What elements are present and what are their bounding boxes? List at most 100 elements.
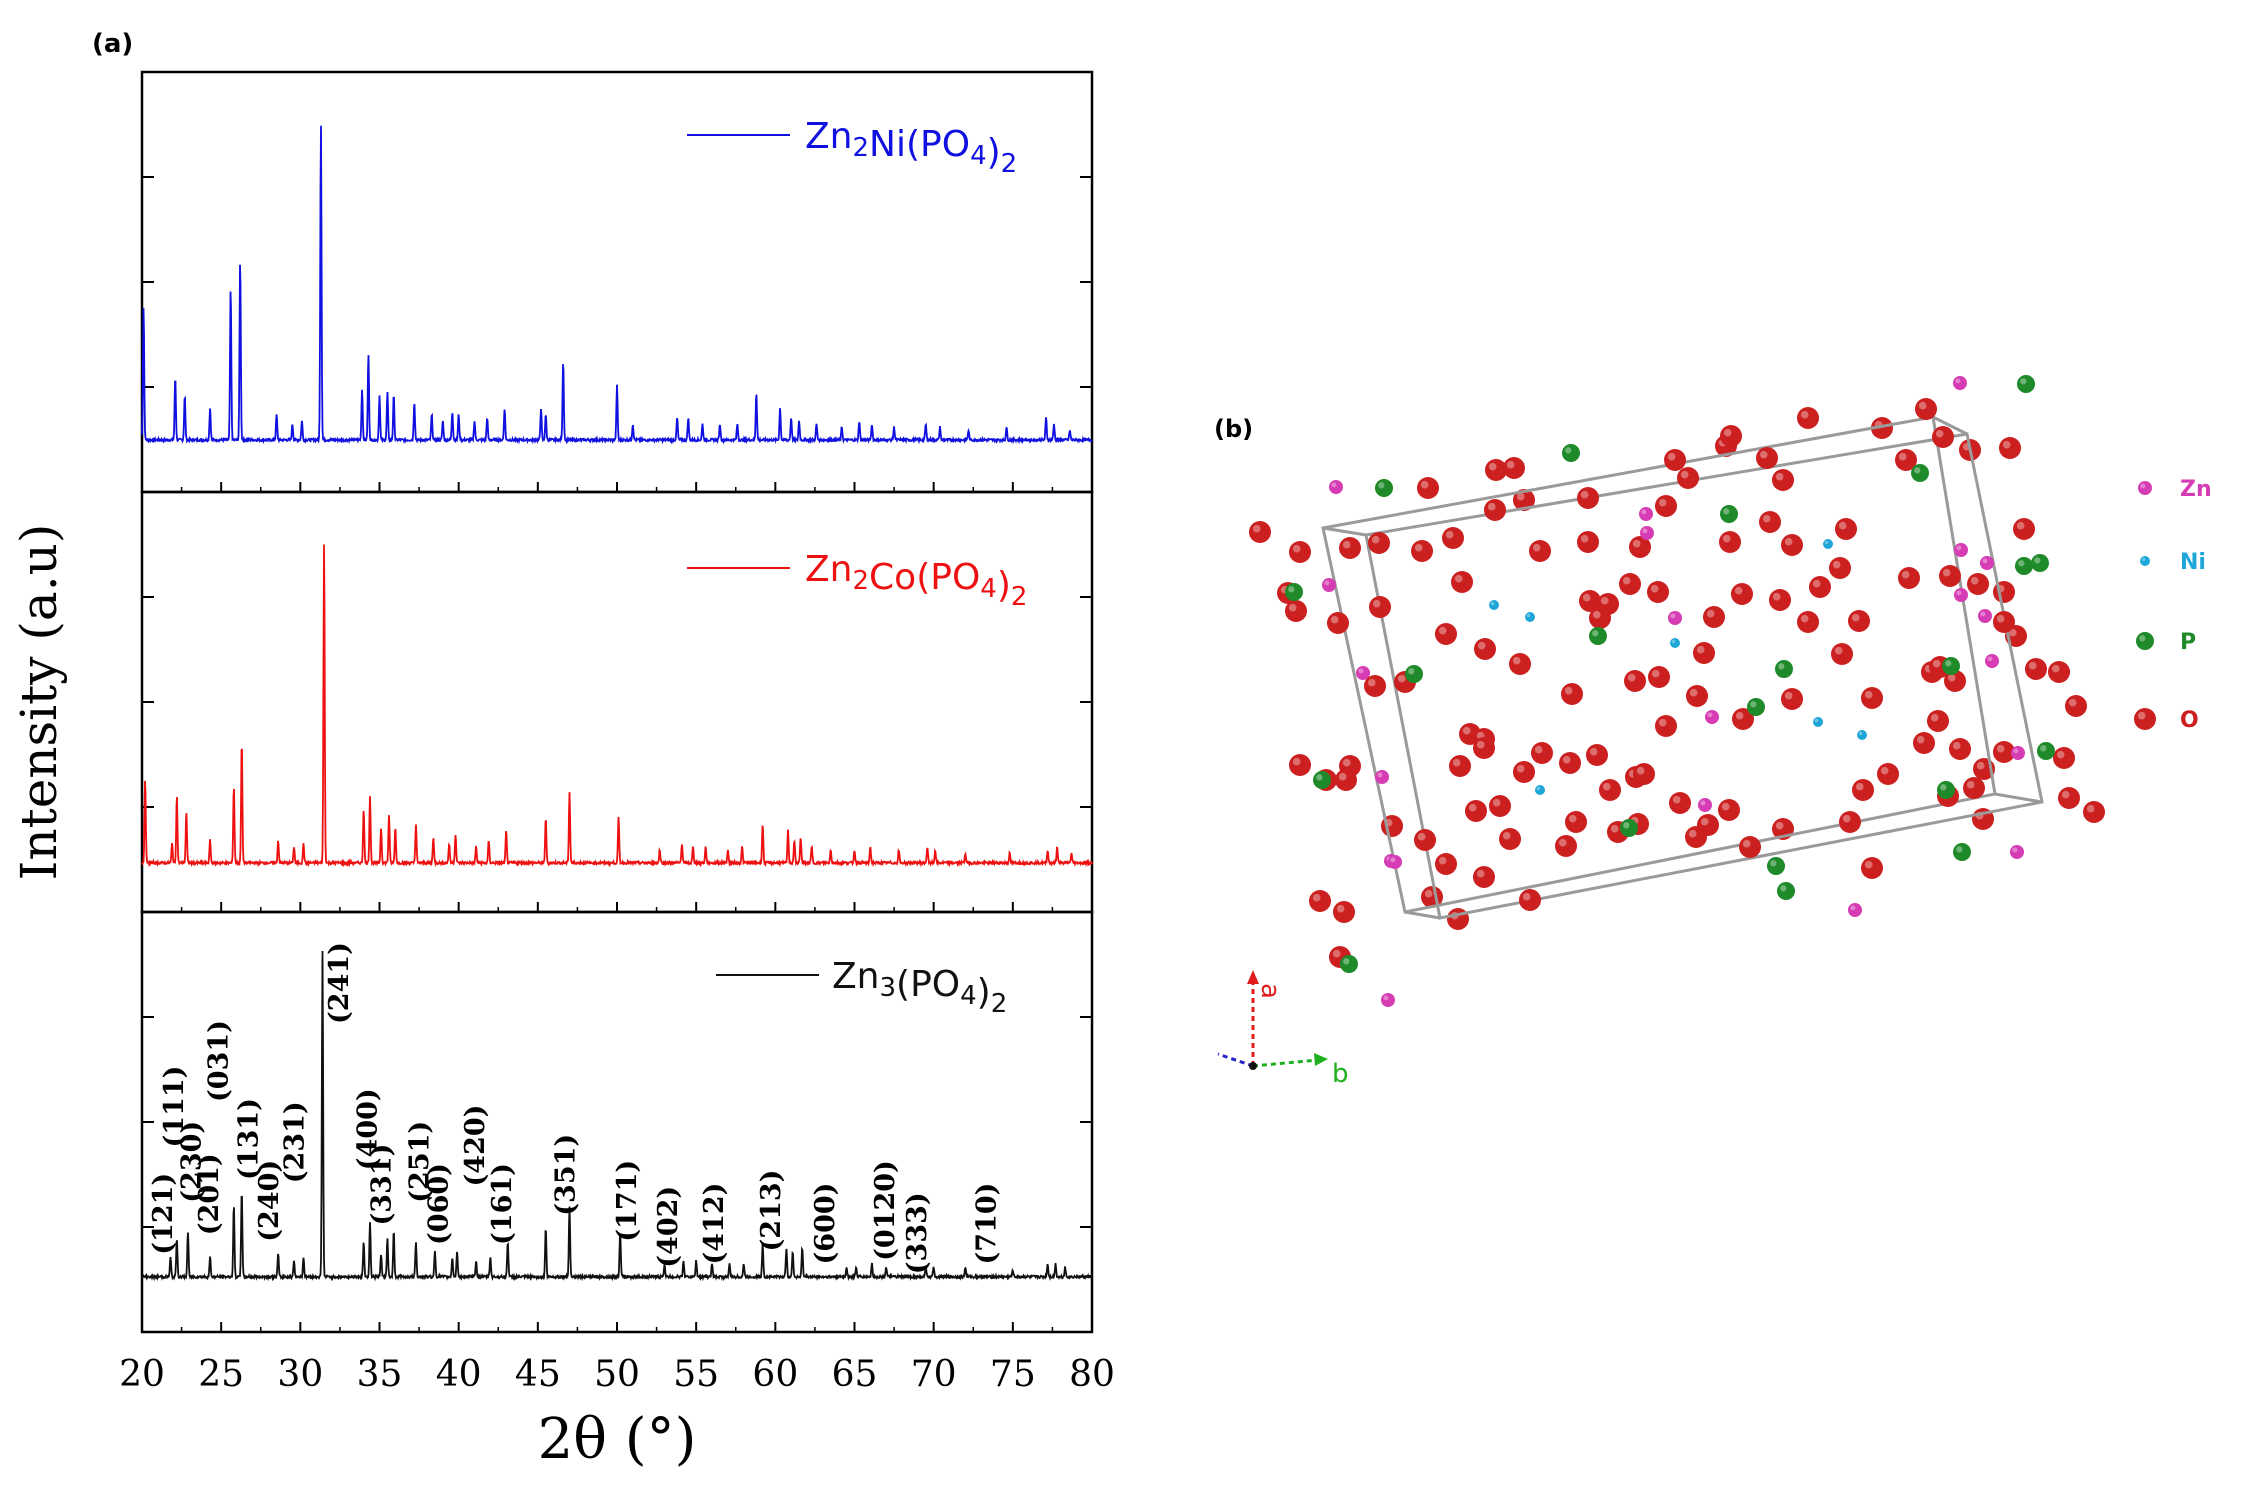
atom-o bbox=[1339, 537, 1361, 559]
atom-o bbox=[2025, 658, 2047, 680]
atom-o bbox=[1829, 557, 1851, 579]
hkl-annotation: (171) bbox=[612, 1160, 643, 1242]
hkl-annotation: (600) bbox=[810, 1183, 841, 1265]
atom-p bbox=[1562, 444, 1580, 462]
atom-o bbox=[1739, 836, 1761, 858]
atom-o bbox=[1417, 477, 1439, 499]
atom-o bbox=[1435, 623, 1457, 645]
atom-legend-label-p: P bbox=[2180, 630, 2196, 655]
axis-b-label: b bbox=[1332, 1059, 1349, 1089]
atom-zn bbox=[1698, 798, 1712, 812]
atom-ni bbox=[1670, 638, 1680, 648]
atom-o bbox=[1619, 573, 1641, 595]
atom-o bbox=[1831, 643, 1853, 665]
atom-o bbox=[1999, 437, 2021, 459]
atom-o bbox=[1719, 531, 1741, 553]
atom-o bbox=[1555, 835, 1577, 857]
atom-o bbox=[1369, 596, 1391, 618]
atom-p bbox=[2017, 375, 2035, 393]
atom-p bbox=[1375, 479, 1393, 497]
atom-p bbox=[1313, 771, 1331, 789]
hkl-annotation: (331) bbox=[367, 1144, 398, 1226]
atom-o bbox=[1772, 469, 1794, 491]
hkl-annotation: (0120) bbox=[870, 1160, 901, 1261]
atom-o bbox=[1577, 487, 1599, 509]
x-axis-label: 2θ (°) bbox=[538, 1407, 697, 1472]
x-tick-label: 55 bbox=[673, 1354, 719, 1395]
atom-p bbox=[1285, 583, 1303, 601]
atom-p bbox=[1953, 843, 1971, 861]
atom-p bbox=[1747, 698, 1765, 716]
legend-label-1: Zn2Co(PO4)2 bbox=[805, 549, 1027, 612]
atom-o bbox=[1677, 467, 1699, 489]
atom-o bbox=[1597, 593, 1619, 615]
atom-zn bbox=[1375, 770, 1389, 784]
atom-o bbox=[1781, 534, 1803, 556]
atom-o bbox=[1732, 708, 1754, 730]
unit-cell-edge bbox=[1994, 792, 2043, 804]
x-tick-label: 50 bbox=[594, 1354, 640, 1395]
hkl-annotation: (412) bbox=[699, 1183, 730, 1265]
x-tick-label: 80 bbox=[1069, 1354, 1115, 1395]
atom-o bbox=[1967, 573, 1989, 595]
legend-label-2: Zn3(PO4)2 bbox=[832, 956, 1007, 1019]
atom-o bbox=[1633, 763, 1655, 785]
atom-o bbox=[1781, 688, 1803, 710]
legend-label-0: Zn2Ni(PO4)2 bbox=[805, 116, 1017, 179]
atom-zn bbox=[1980, 556, 1994, 570]
atom-o bbox=[1499, 828, 1521, 850]
hkl-annotation: (333) bbox=[902, 1192, 933, 1274]
atom-o bbox=[1484, 499, 1506, 521]
atom-zn bbox=[1954, 543, 1968, 557]
atom-p bbox=[1767, 857, 1785, 875]
atom-o bbox=[2013, 518, 2035, 540]
atom-p bbox=[1589, 627, 1607, 645]
atom-o bbox=[2065, 695, 2087, 717]
y-axis-label: Intensity (a.u) bbox=[10, 524, 68, 881]
atoms-back-layer bbox=[1249, 417, 2087, 968]
atom-zn bbox=[2010, 845, 2024, 859]
atom-o bbox=[1693, 642, 1715, 664]
atom-o bbox=[1898, 567, 1920, 589]
hkl-annotation: (251) bbox=[405, 1121, 436, 1203]
atom-o bbox=[1759, 511, 1781, 533]
x-tick-label: 40 bbox=[436, 1354, 482, 1395]
atom-o bbox=[1839, 811, 1861, 833]
atom-o bbox=[2058, 787, 2080, 809]
atom-o bbox=[1895, 449, 1917, 471]
atom-legend-label-ni: Ni bbox=[2180, 550, 2206, 575]
atom-legend: Zn Ni P O bbox=[2134, 477, 2212, 733]
orientation-axes: a b bbox=[1217, 970, 1349, 1089]
atom-o bbox=[2134, 708, 2156, 730]
hkl-annotation: (402) bbox=[653, 1186, 684, 1268]
atom-o bbox=[1465, 800, 1487, 822]
atom-o bbox=[1368, 532, 1390, 554]
atom-o bbox=[1364, 675, 1386, 697]
atom-o bbox=[1289, 754, 1311, 776]
atom-p bbox=[2031, 554, 2049, 572]
atom-o bbox=[1513, 489, 1535, 511]
atom-p bbox=[1777, 882, 1795, 900]
atom-o bbox=[1835, 518, 1857, 540]
atom-o bbox=[1509, 653, 1531, 675]
atom-o bbox=[2048, 661, 2070, 683]
hkl-annotation: (060) bbox=[424, 1163, 455, 1245]
hkl-annotation: (231) bbox=[280, 1101, 311, 1183]
atom-ni bbox=[1823, 539, 1833, 549]
atom-zn bbox=[1639, 507, 1653, 521]
atom-o bbox=[1473, 737, 1495, 759]
atom-o bbox=[1474, 638, 1496, 660]
atom-ni bbox=[1857, 730, 1867, 740]
atom-o bbox=[1809, 576, 1831, 598]
atom-o bbox=[1489, 795, 1511, 817]
atom-o bbox=[1449, 755, 1471, 777]
hkl-annotation: (201) bbox=[194, 1153, 225, 1235]
atom-o bbox=[1718, 799, 1740, 821]
hkl-annotation: (131) bbox=[234, 1098, 265, 1180]
atom-p bbox=[2136, 632, 2154, 650]
x-tick-label: 75 bbox=[990, 1354, 1036, 1395]
atom-o bbox=[1335, 769, 1357, 791]
atom-o bbox=[1915, 398, 1937, 420]
atom-o bbox=[1664, 449, 1686, 471]
x-tick-label: 45 bbox=[515, 1354, 561, 1395]
